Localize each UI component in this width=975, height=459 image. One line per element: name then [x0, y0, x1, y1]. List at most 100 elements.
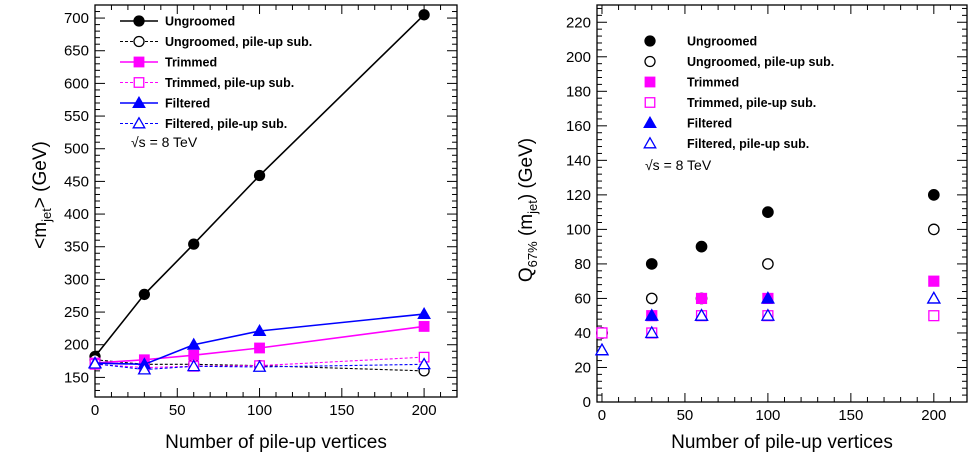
y-tick-label: 200	[566, 49, 591, 66]
y-tick-label: 250	[64, 304, 89, 321]
data-marks	[594, 189, 941, 356]
legend-marker-trimmed	[644, 76, 656, 88]
data-point-trimmed	[695, 292, 708, 305]
data-point-trimmed	[254, 342, 265, 354]
data-point-filtered-pile-up-sub	[417, 357, 431, 370]
y-tick-label: 220	[566, 14, 591, 31]
legend: Ungroomed Ungroomed, pile-up sub. Trimmed T…	[120, 15, 312, 131]
legend-label-filtered: Filtered	[687, 117, 732, 131]
data-point-filtered	[186, 337, 201, 350]
data-point-ungroomed-pile-up-sub	[645, 292, 658, 305]
y-tick-label: 20	[574, 359, 591, 376]
data-point-trimmed	[418, 321, 430, 332]
data-marks	[88, 9, 431, 377]
legend-label-trimmed-pile-up-sub: Trimmed, pile-up sub.	[687, 96, 816, 110]
y-tick-label: 650	[64, 43, 89, 60]
x-tick-label: 100	[755, 407, 780, 424]
data-point-ungroomed	[695, 240, 708, 253]
mean-jet-mass-panel: 0 50 100 150 200 150 200 250 300 350 400 450 500 550 6…	[30, 4, 458, 453]
data-point-filtered-pile-up-sub	[644, 325, 659, 339]
y-axis-title: Q67% (mjet) (GeV)	[516, 138, 540, 282]
y-tick-label: 150	[64, 369, 89, 386]
y-axis-title-subscript-2: jet	[525, 200, 540, 215]
legend-label-ungroomed: Ungroomed	[687, 35, 757, 49]
plot-frame	[596, 4, 968, 403]
data-point-trimmed	[188, 349, 200, 361]
legend-label-ungroomed-pile-up-sub: Ungroomed, pile-up sub.	[687, 55, 834, 69]
legend-marker-ungroomed	[133, 15, 145, 27]
y-tick-label: 450	[64, 173, 89, 190]
y-tick-label: 100	[566, 221, 591, 238]
data-point-filtered-pile-up-sub	[694, 308, 709, 321]
data-point-filtered-pile-up-sub	[137, 362, 152, 375]
y-tick-label: 60	[574, 290, 591, 307]
data-point-filtered	[252, 323, 267, 336]
y-tick-label: 40	[574, 325, 591, 342]
legend-label-trimmed: Trimmed	[687, 76, 739, 90]
data-point-filtered-pile-up-sub	[594, 342, 610, 356]
x-axis-title: Number of pile-up vertices	[671, 432, 893, 453]
legend-label-filtered: Filtered	[165, 97, 210, 111]
data-point-trimmed-pile-up-sub	[928, 310, 940, 322]
legend-marker-trimmed	[133, 56, 145, 68]
y-axis-title-mid: (m	[516, 214, 537, 241]
y-axis-title-tail: > (GeV)	[30, 141, 51, 208]
data-point-ungroomed	[188, 238, 200, 250]
series-line-trimmed-pile-up-sub	[94, 356, 425, 369]
data-point-ungroomed	[927, 189, 940, 201]
y-tick-label: 180	[566, 83, 591, 100]
data-point-ungroomed	[253, 169, 266, 182]
data-point-filtered-pile-up-sub	[88, 356, 102, 369]
y-axis-title-main: <m	[30, 222, 51, 249]
legend-marker-filtered	[643, 115, 657, 128]
data-point-ungroomed	[645, 258, 658, 270]
data-point-trimmed-pile-up-sub	[596, 327, 608, 339]
legend-marker-ungroomed-pile-up-sub	[133, 35, 145, 48]
legend-label-trimmed-pile-up-sub: Trimmed, pile-up sub.	[165, 76, 294, 90]
legend-label-ungroomed-pile-up-sub: Ungroomed, pile-up sub.	[165, 35, 312, 49]
legend-label-filtered-pile-up-sub: Filtered, pile-up sub.	[687, 137, 809, 151]
data-point-ungroomed-pile-up-sub	[762, 258, 774, 270]
y-tick-label: 550	[64, 108, 89, 125]
x-tick-label: 150	[329, 402, 354, 419]
x-tick-label: 100	[247, 402, 272, 419]
data-point-filtered	[644, 308, 659, 321]
y-tick-label: 0	[583, 394, 591, 411]
y-axis-title-subscript-1: 67%	[525, 241, 540, 267]
energy-annotation: √s = 8 TeV	[645, 157, 712, 173]
plot-frame	[94, 4, 458, 398]
data-point-filtered	[760, 291, 775, 304]
y-tick-label: 140	[566, 152, 591, 169]
y-axis-title-main: Q	[516, 267, 537, 282]
legend-marker-filtered-pile-up-sub	[643, 136, 657, 149]
legend-label-filtered-pile-up-sub: Filtered, pile-up sub.	[165, 117, 287, 131]
data-point-ungroomed	[418, 9, 430, 21]
x-tick-label: 50	[169, 402, 186, 419]
energy-annotation: √s = 8 TeV	[131, 134, 198, 150]
x-tick-label: 200	[921, 407, 946, 424]
legend-marker-ungroomed	[644, 35, 656, 47]
y-axis-title-tail: ) (GeV)	[516, 138, 537, 200]
y-tick-label: 160	[566, 118, 591, 135]
data-point-filtered-pile-up-sub	[186, 359, 201, 372]
axis-ticks: 0 50 100 150 200 150 200 250 300 350 400 450 500 550 6…	[64, 4, 458, 419]
y-tick-label: 80	[574, 256, 591, 273]
y-tick-label: 120	[566, 187, 591, 204]
y-tick-label: 600	[64, 75, 89, 92]
x-axis-title: Number of pile-up vertices	[165, 432, 387, 453]
data-point-filtered	[417, 306, 431, 319]
y-tick-label: 200	[64, 337, 89, 354]
legend-marker-trimmed-pile-up-sub	[644, 97, 656, 108]
legend-marker-filtered-pile-up-sub	[132, 116, 146, 129]
legend-marker-ungroomed-pile-up-sub	[644, 55, 656, 68]
y-tick-label: 400	[64, 206, 89, 223]
legend: Ungroomed Ungroomed, pile-up sub. Trimmed T…	[643, 35, 834, 151]
legend-label-ungroomed: Ungroomed	[165, 15, 235, 29]
x-tick-label: 0	[598, 407, 606, 424]
y-axis-title-subscript: jet	[39, 208, 54, 223]
legend-marker-trimmed-pile-up-sub	[133, 77, 145, 88]
data-point-ungroomed-pile-up-sub	[927, 223, 940, 236]
y-tick-label: 350	[64, 239, 89, 256]
x-tick-label: 0	[91, 402, 99, 419]
